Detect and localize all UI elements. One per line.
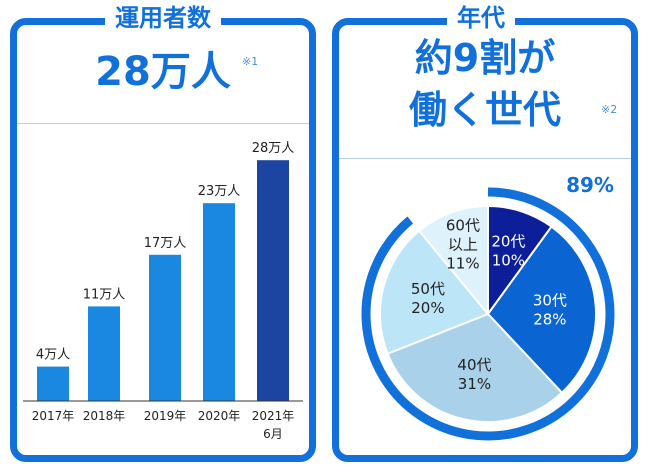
generation-divider <box>339 158 631 159</box>
bar-category-label-5-line-1: 2021年 <box>252 409 295 423</box>
pie-slice-3 <box>386 312 564 423</box>
users-divider <box>17 123 309 124</box>
bar-value-label-4: 23万人 <box>198 184 241 199</box>
pie-slice-5 <box>417 204 489 317</box>
users-panel-title: 運用者数 <box>105 3 221 33</box>
generation-panel: 年代 約9割が 働く世代 ※2 89% 20代 10% 30代 28% 40代 31% 50代… <box>332 3 638 462</box>
pie-slice-value-label-4: 20% <box>411 299 444 317</box>
bar-value-label-1: 4万人 <box>36 348 70 363</box>
generation-headline-line1: 約9割が <box>414 36 556 80</box>
pie-slice-label-3: 40代 <box>457 356 491 374</box>
bar-value-label-3: 17万人 <box>144 236 187 251</box>
pie-slice-label-5-line-2: 以上 <box>448 235 478 253</box>
users-bar-chart: 4万人 2017年 11万人 2018年 17万人 2019年 23万人 2020年 28万人 2… <box>23 141 303 441</box>
bar-4 <box>203 203 235 401</box>
bar-category-label-4: 2020年 <box>198 409 241 423</box>
bar-category-label-2: 2018年 <box>83 409 126 423</box>
pie-slice-value-label-3: 31% <box>458 375 491 393</box>
generation-headline-line2: 働く世代 <box>408 88 561 132</box>
users-panel: 運用者数 28万人 ※1 4万人 2017年 11万人 2018年 17万人 2019年 2… <box>10 3 316 462</box>
pie-slice-value-label-5: 11% <box>446 254 479 272</box>
generation-footnote: ※2 <box>601 103 618 116</box>
bar-1 <box>37 366 69 401</box>
bar-3 <box>149 254 181 401</box>
pie-slice-label-2: 30代 <box>533 292 567 310</box>
bar-2 <box>88 306 120 401</box>
pie-slice-label-1: 20代 <box>491 233 525 251</box>
pie-slice-value-label-1: 10% <box>492 252 525 270</box>
users-headline: 28万人 <box>95 49 231 95</box>
generation-panel-title: 年代 <box>447 3 515 33</box>
bar-category-label-1: 2017年 <box>32 409 75 423</box>
pie-slice-label-4: 50代 <box>411 280 445 298</box>
bar-5 <box>257 160 289 401</box>
users-footnote: ※1 <box>242 55 259 68</box>
bar-value-label-2: 11万人 <box>83 287 126 302</box>
bar-category-label-5-line-2: 6月 <box>263 427 283 441</box>
bar-value-label-5: 28万人 <box>252 141 295 156</box>
pie-slice-label-5-line-1: 60代 <box>446 216 480 234</box>
pie-slice-4 <box>379 229 490 356</box>
highlight-arc <box>361 187 615 441</box>
pie-slice-value-label-2: 28% <box>533 311 566 329</box>
bar-category-label-3: 2019年 <box>144 409 187 423</box>
highlight-arc-label: 89% <box>566 173 614 197</box>
pie-slice-2 <box>486 225 597 395</box>
